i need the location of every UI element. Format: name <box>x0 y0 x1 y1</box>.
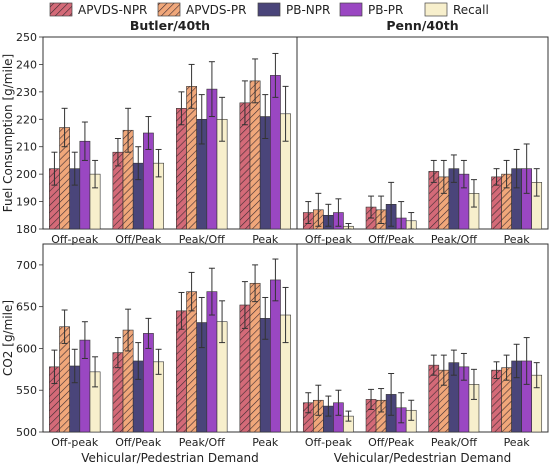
y-tick-label: 200 <box>16 168 37 181</box>
panels: Butler/40th 180 190 200 210 220 230 240 250Fuel … <box>1 18 549 465</box>
legend-swatch-recall <box>424 2 448 17</box>
y-axis-label: CO2 [g/mile] <box>1 300 15 376</box>
x-tick-label: Peak <box>252 436 279 449</box>
x-tick-label: Peak <box>504 233 531 246</box>
legend-hatch-apvds-pr <box>158 3 180 16</box>
bar-apvds-npr-off-peak-hatch <box>112 152 124 229</box>
x-tick-label: Peak <box>504 436 531 449</box>
x-tick-label: Off-peak <box>305 233 353 246</box>
y-tick-label: 180 <box>16 223 37 236</box>
y-tick-label: 550 <box>16 384 37 397</box>
bar-apvds-pr-peak-off-hatch <box>438 176 449 229</box>
x-tick-label: Off/Peak <box>115 436 162 449</box>
bar-apvds-npr-peak-hatch <box>491 176 502 229</box>
y-tick-label: 650 <box>16 301 37 314</box>
x-tick-label: Off/Peak <box>368 233 415 246</box>
legend-swatch-pb-npr <box>257 2 281 17</box>
y-tick-label: 220 <box>16 113 37 126</box>
legend-label-recall: Recall <box>453 3 489 17</box>
legend: APVDS-NPR APVDS-PR PB-NPR PB-PR Recall <box>49 2 489 17</box>
bar-apvds-pr-peak-hatch <box>501 367 512 432</box>
bar-apvds-pr-peak-off-hatch <box>186 86 197 229</box>
y-tick-label: 600 <box>16 342 37 355</box>
x-tick-label: Off-peak <box>51 436 99 449</box>
x-tick-label: Off-peak <box>51 233 99 246</box>
bar-apvds-pr-off-peak-hatch <box>123 130 134 229</box>
bar-apvds-npr-off-peak-hatch <box>303 402 314 432</box>
bar-apvds-npr-peak-hatch <box>491 370 502 432</box>
bar-apvds-pr-peak-hatch <box>250 283 261 432</box>
y-tick-label: 240 <box>16 58 37 71</box>
x-tick-label: Peak/Off <box>179 436 225 449</box>
bar-apvds-pr-off-peak-hatch <box>59 127 70 229</box>
legend-label-pb-pr: PB-PR <box>368 3 403 17</box>
x-tick-label: Peak/Off <box>431 436 477 449</box>
panel-penn-40th: Penn/40th Off-peak Off/Peak Peak/Off Peak <box>296 18 549 246</box>
panel-title: Butler/40th <box>130 18 210 33</box>
x-tick-label: Off/Peak <box>368 436 415 449</box>
x-tick-label: Peak/Off <box>431 233 477 246</box>
panel-r1c0: 500 550 600 650 700 CO2 [g/mile] Off-peak Off/P… <box>1 243 298 465</box>
panel-title: Penn/40th <box>386 18 458 33</box>
bar-apvds-pr-peak-off-hatch <box>186 291 197 432</box>
y-tick-label: 230 <box>16 86 37 99</box>
x-tick-label: Off-peak <box>305 436 353 449</box>
bar-apvds-npr-peak-off-hatch <box>176 108 187 229</box>
legend-hatch-apvds-npr <box>50 3 72 16</box>
bar-apvds-pr-peak-hatch <box>501 174 512 229</box>
legend-label-pb-npr: PB-NPR <box>286 3 330 17</box>
panel-frame <box>296 243 549 433</box>
bar-pb-pr-peak <box>270 279 281 433</box>
x-tick-label: Peak/Off <box>179 233 225 246</box>
bar-apvds-pr-off-peak-hatch <box>376 400 387 432</box>
bar-apvds-npr-off-peak-hatch <box>49 168 60 229</box>
bar-apvds-pr-peak-off-hatch <box>438 370 449 432</box>
y-tick-label: 250 <box>16 31 37 44</box>
y-tick-label: 700 <box>16 259 37 272</box>
bar-apvds-npr-peak-off-hatch <box>428 171 439 229</box>
bar-apvds-pr-off-peak-hatch <box>123 330 134 432</box>
legend-swatch-pb-pr <box>339 2 363 17</box>
x-axis-label: Vehicular/Pedestrian Demand <box>334 451 512 465</box>
panel-frame <box>296 36 549 230</box>
bar-apvds-pr-peak-hatch <box>250 80 261 229</box>
bar-apvds-npr-peak-hatch <box>239 304 251 432</box>
legend-label-apvds-pr: APVDS-PR <box>186 3 246 17</box>
bar-pb-pr-peak <box>270 75 281 230</box>
bar-apvds-npr-peak-hatch <box>239 102 251 229</box>
y-tick-label: 190 <box>16 196 37 209</box>
bar-apvds-npr-off-peak-hatch <box>366 399 377 432</box>
x-tick-label: Peak <box>252 233 279 246</box>
bar-apvds-npr-off-peak-hatch <box>49 366 60 432</box>
x-tick-label: Off/Peak <box>115 233 162 246</box>
bar-apvds-npr-peak-off-hatch <box>428 365 439 432</box>
panel-r1c1: Off-peak Off/Peak Peak/Off Peak Vehicular/Pe… <box>296 243 549 465</box>
y-tick-label: 500 <box>16 426 37 439</box>
x-axis-label: Vehicular/Pedestrian Demand <box>81 451 259 465</box>
bar-apvds-pr-off-peak-hatch <box>313 400 324 432</box>
panel-butler-40th: Butler/40th 180 190 200 210 220 230 240 250Fuel … <box>1 18 298 246</box>
bar-apvds-npr-peak-off-hatch <box>176 310 187 432</box>
bar-apvds-pr-off-peak-hatch <box>59 326 70 432</box>
legend-label-apvds-npr: APVDS-NPR <box>78 3 147 17</box>
y-axis-label: Fuel Consumption [g/mile] <box>1 54 15 212</box>
y-tick-label: 210 <box>16 141 37 154</box>
bar-apvds-npr-off-peak-hatch <box>112 352 124 432</box>
